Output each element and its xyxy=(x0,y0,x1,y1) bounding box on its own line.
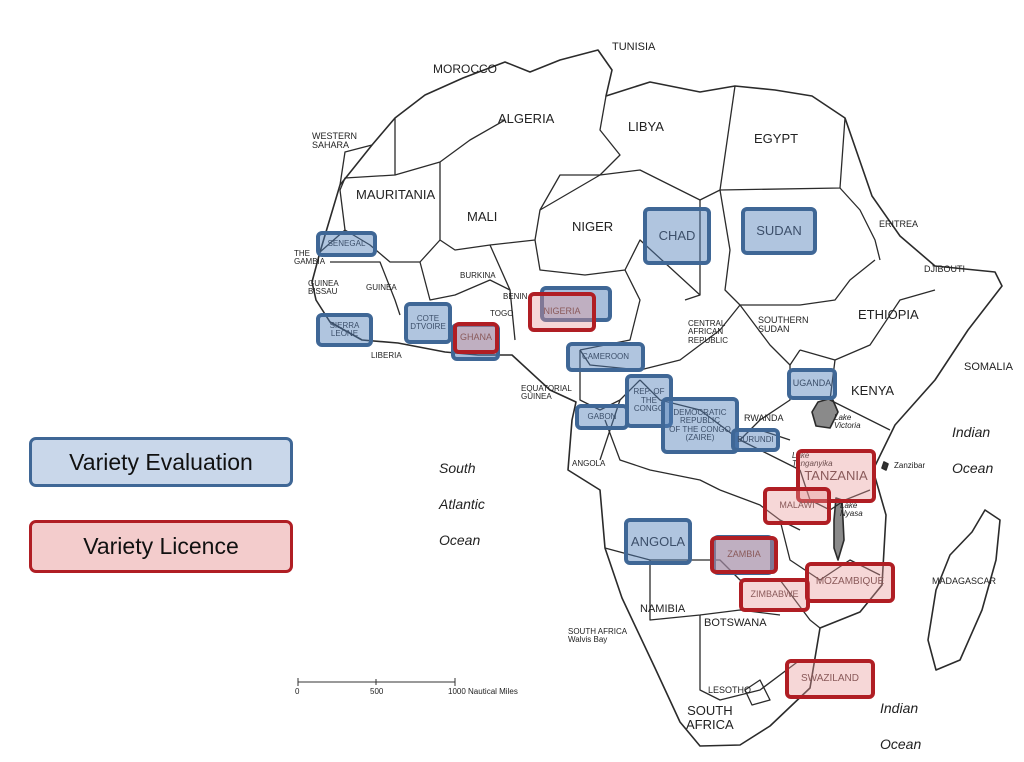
label-madagascar: MADAGASCAR xyxy=(932,576,997,586)
label-togo: TOGO xyxy=(490,309,514,318)
label-ethiopia: ETHIOPIA xyxy=(858,307,919,322)
label-djibouti: DJIBOUTI xyxy=(924,264,966,274)
africa-outline xyxy=(311,49,1003,747)
eval-sierra-leone: SIERRA LEONE xyxy=(316,313,373,347)
label-lake-victoria: Lake Victoria xyxy=(834,413,861,430)
label-south-sudan: SOUTHERN SUDAN xyxy=(758,315,809,335)
eval-gabon: GABON xyxy=(575,404,629,430)
eval-drc: DEMOCRATIC REPUBLIC OF THE CONGO (ZAIRE) xyxy=(661,397,739,454)
label-guinea-bissau: GUINEA BISSAU xyxy=(308,279,339,297)
label-eritrea: ERITREA xyxy=(879,219,919,229)
label-benin: BENIN xyxy=(503,292,528,301)
lic-malawi: MALAWI xyxy=(763,487,831,525)
label-indian-ocean-2: Indian Ocean xyxy=(880,700,922,752)
zanzibar-shape xyxy=(881,461,889,471)
eval-cameroon: CAMEROON xyxy=(566,342,645,372)
label-lesotho: LESOTHO xyxy=(708,685,752,695)
label-botswana: BOTSWANA xyxy=(704,617,767,629)
label-south-africa: SOUTH AFRICA xyxy=(686,703,734,732)
scale-tick-500: 500 xyxy=(370,687,384,696)
label-indian-ocean-1: Indian Ocean xyxy=(952,424,994,476)
label-namibia: NAMIBIA xyxy=(640,603,686,615)
label-mauritania: MAURITANIA xyxy=(356,187,436,202)
lic-zambia: ZAMBIA xyxy=(710,536,778,574)
scale-tick-0: 0 xyxy=(295,687,300,696)
label-libya: LIBYA xyxy=(628,119,664,134)
label-angola-small: ANGOLA xyxy=(572,459,606,468)
scale-tick-1000: 1000 Nautical Miles xyxy=(448,687,518,696)
eval-cote-divoire: COTE DTVOIRE xyxy=(404,302,452,344)
eval-senegal: SENEGAL xyxy=(316,231,377,257)
label-zanzibar: Zanzibar xyxy=(894,461,926,470)
label-egypt: EGYPT xyxy=(754,131,799,146)
label-equatorial-guinea: EQUATORIAL GUINEA xyxy=(521,384,572,402)
label-morocco: MOROCCO xyxy=(433,62,497,76)
label-mali: MALI xyxy=(467,209,498,224)
label-the-gambia: THE GAMBIA xyxy=(294,249,326,267)
eval-angola: ANGOLA xyxy=(624,518,692,565)
lic-mozambique: MOZAMBIQUE xyxy=(805,562,895,603)
scale-bar-lines xyxy=(297,678,456,686)
label-rwanda: RWANDA xyxy=(744,413,784,423)
label-algeria: ALGERIA xyxy=(498,111,555,126)
label-burkina: BURKINA xyxy=(460,271,496,280)
label-kenya: KENYA xyxy=(851,383,895,398)
label-niger: NIGER xyxy=(572,219,614,234)
label-liberia: LIBERIA xyxy=(371,351,402,360)
label-somalia: SOMALIA xyxy=(964,361,1013,373)
label-guinea: GUINEA xyxy=(366,283,397,292)
label-car: CENTRAL AFRICAN REPUBLIC xyxy=(688,319,729,345)
lic-ghana: GHANA xyxy=(453,322,499,354)
lic-swaziland: SWAZILAND xyxy=(785,659,875,699)
eval-burundi: BURUNDI xyxy=(731,428,780,452)
madagascar-outline xyxy=(927,509,1001,671)
label-tunisia: TUNISIA xyxy=(612,41,656,53)
eval-sudan: SUDAN xyxy=(741,207,817,255)
label-south-atlantic-ocean: South Atlantic Ocean xyxy=(439,460,485,548)
lic-nigeria: NIGERIA xyxy=(528,292,596,332)
label-lake-nyasa: Lake Nyasa xyxy=(840,501,863,518)
label-western-sahara: WESTERN SAHARA xyxy=(312,131,357,151)
eval-chad: CHAD xyxy=(643,207,711,265)
label-lake-tanganyika: Lake Tanganyika xyxy=(792,451,833,468)
label-south-africa-walvis: SOUTH AFRICA Walvis Bay xyxy=(568,627,628,645)
legend-variety-licence: Variety Licence xyxy=(29,520,293,573)
legend-variety-evaluation: Variety Evaluation xyxy=(29,437,293,487)
lic-tanzania: TANZANIA xyxy=(796,449,876,503)
eval-uganda: UGANDA xyxy=(787,368,837,400)
lic-zimbabwe: ZIMBABWE xyxy=(739,578,810,612)
